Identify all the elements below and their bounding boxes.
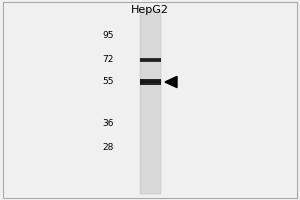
Text: 95: 95 xyxy=(103,31,114,40)
Bar xyxy=(140,80,160,83)
Polygon shape xyxy=(165,76,177,88)
Bar xyxy=(140,59,160,61)
Text: 72: 72 xyxy=(103,55,114,64)
Bar xyxy=(140,81,160,83)
Text: 28: 28 xyxy=(103,144,114,152)
Bar xyxy=(140,58,160,62)
Bar xyxy=(140,79,160,85)
Text: 36: 36 xyxy=(103,119,114,129)
Bar xyxy=(140,58,160,62)
Bar xyxy=(140,59,160,61)
Bar xyxy=(140,80,160,84)
Text: 55: 55 xyxy=(103,77,114,86)
Text: HepG2: HepG2 xyxy=(131,5,169,15)
Bar xyxy=(140,10,160,194)
